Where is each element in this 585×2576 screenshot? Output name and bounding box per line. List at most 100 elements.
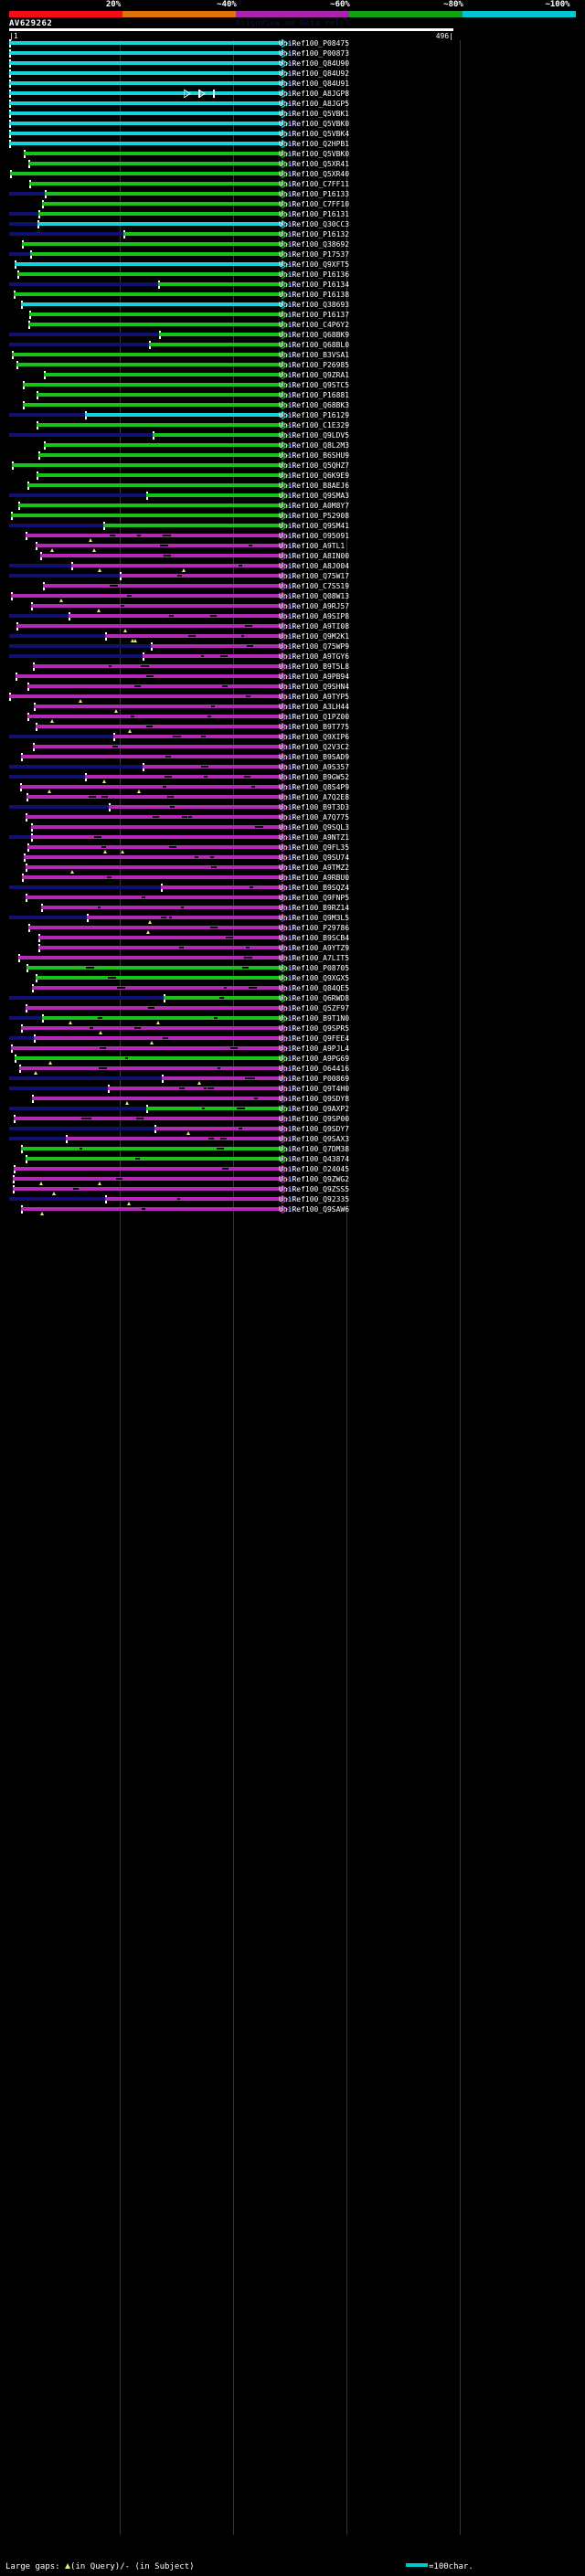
subject-label[interactable]: UniRef100_Q9SAW6 [279, 1205, 350, 1214]
alignment-row[interactable]: UniRef100_B3VSA1 [0, 351, 585, 362]
hsp-bar[interactable] [28, 162, 283, 165]
hsp-bar[interactable] [24, 855, 283, 859]
hsp-bar[interactable] [12, 353, 283, 356]
subject-label[interactable]: UniRef100_P08705 [279, 964, 350, 972]
alignment-row[interactable]: UniRef100_C4P6Y2 [0, 321, 585, 332]
subject-label[interactable]: UniRef100_Q5XR40 [279, 170, 350, 178]
hsp-bar[interactable] [154, 1127, 283, 1130]
hsp-bar[interactable] [11, 594, 283, 598]
alignment-row[interactable]: UniRef100_A9TGY6 [0, 652, 585, 663]
hsp-bar[interactable] [14, 1167, 283, 1171]
subject-label[interactable]: UniRef100_P16138 [279, 291, 350, 299]
alignment-row[interactable]: UniRef100_C7FF11 [0, 180, 585, 191]
hsp-bar[interactable] [23, 403, 283, 407]
hsp-bar[interactable] [15, 1056, 283, 1060]
alignment-row[interactable]: UniRef100_Q68BK3 [0, 401, 585, 412]
hsp-bar[interactable] [12, 463, 283, 467]
hsp-bar[interactable] [16, 624, 283, 628]
subject-label[interactable]: UniRef100_Q30CC3 [279, 220, 350, 228]
hsp-bar[interactable] [19, 1066, 283, 1070]
subject-label[interactable]: UniRef100_P16129 [279, 411, 350, 419]
alignment-row[interactable]: UniRef100_Q9SU74 [0, 853, 585, 864]
alignment-row[interactable]: UniRef100_Q6RWD8 [0, 994, 585, 1005]
alignment-row[interactable]: UniRef100_A9S357 [0, 763, 585, 774]
hsp-bar[interactable] [14, 1117, 283, 1120]
alignment-row[interactable]: UniRef100_Q9M2K1 [0, 632, 585, 643]
subject-label[interactable]: UniRef100_Q9SMA3 [279, 492, 350, 500]
alignment-row[interactable]: UniRef100_C7S519 [0, 582, 585, 593]
alignment-row[interactable]: UniRef100_Q5VBK4 [0, 130, 585, 141]
alignment-row[interactable]: UniRef100_A9TMZ2 [0, 864, 585, 875]
subject-label[interactable]: UniRef100_C1E329 [279, 421, 350, 429]
subject-label[interactable]: UniRef100_B9T1N0 [279, 1014, 350, 1023]
subject-label[interactable]: UniRef100_P16134 [279, 281, 350, 289]
alignment-row[interactable]: UniRef100_Q9XGX5 [0, 974, 585, 985]
hsp-bar[interactable] [108, 1087, 283, 1090]
alignment-row[interactable]: UniRef100_Q9STC5 [0, 381, 585, 392]
subject-label[interactable]: UniRef100_P17537 [279, 250, 350, 259]
subject-label[interactable]: UniRef100_Q9SDY8 [279, 1095, 350, 1103]
hsp-bar[interactable] [29, 313, 283, 316]
hsp-bar[interactable] [27, 795, 283, 799]
subject-label[interactable]: UniRef100_A9S357 [279, 763, 350, 771]
subject-label[interactable]: UniRef100_Q84U92 [279, 69, 350, 78]
hsp-bar[interactable] [45, 192, 283, 196]
alignment-row[interactable]: UniRef100_A8IN00 [0, 552, 585, 563]
hsp-bar[interactable] [85, 775, 283, 779]
hsp-bar[interactable] [38, 946, 283, 949]
subject-label[interactable]: UniRef100_Q5VBK0 [279, 150, 350, 158]
hsp-bar[interactable] [21, 1147, 283, 1150]
hsp-bar[interactable] [41, 906, 283, 909]
hsp-bar[interactable] [36, 976, 283, 980]
alignment-row[interactable]: UniRef100_Q68BK9 [0, 331, 585, 342]
hsp-bar[interactable] [26, 896, 283, 899]
subject-label[interactable]: UniRef100_Q9M2K1 [279, 632, 350, 641]
alignment-row[interactable]: UniRef100_Q9FL35 [0, 843, 585, 854]
subject-label[interactable]: UniRef100_Q9SP00 [279, 1115, 350, 1123]
hsp-bar[interactable] [23, 383, 283, 387]
subject-label[interactable]: UniRef100_Q43874 [279, 1155, 350, 1163]
subject-label[interactable]: UniRef100_A9NTZ1 [279, 833, 350, 842]
subject-label[interactable]: UniRef100_Q9T4H0 [279, 1085, 350, 1093]
hsp-bar[interactable] [27, 684, 283, 688]
hsp-bar[interactable] [28, 926, 283, 929]
alignment-row[interactable]: UniRef100_P00873 [0, 49, 585, 60]
hsp-bar[interactable] [44, 373, 283, 376]
alignment-row[interactable]: UniRef100_Q75WP9 [0, 642, 585, 653]
subject-label[interactable]: UniRef100_A9PB94 [279, 673, 350, 681]
subject-label[interactable]: UniRef100_Q9SM41 [279, 522, 350, 530]
subject-label[interactable]: UniRef100_B9T775 [279, 723, 350, 731]
alignment-row[interactable]: UniRef100_Q84U92 [0, 69, 585, 80]
hsp-bar[interactable] [30, 252, 283, 256]
subject-label[interactable]: UniRef100_Q2V3C2 [279, 743, 350, 751]
alignment-row[interactable]: UniRef100_P16129 [0, 411, 585, 422]
subject-label[interactable]: UniRef100_A7Q775 [279, 813, 350, 822]
alignment-row[interactable]: UniRef100_O95091 [0, 532, 585, 543]
alignment-row[interactable]: UniRef100_Q6K9E9 [0, 472, 585, 482]
hsp-bar[interactable] [27, 483, 283, 487]
subject-label[interactable]: UniRef100_C7S519 [279, 582, 350, 590]
hsp-bar[interactable] [159, 333, 283, 336]
subject-label[interactable]: UniRef100_B3VSA1 [279, 351, 350, 359]
subject-label[interactable]: UniRef100_Q5VBK4 [279, 130, 350, 138]
hsp-bar[interactable] [36, 725, 283, 728]
subject-label[interactable]: UniRef100_Q92335 [279, 1195, 350, 1203]
subject-label[interactable]: UniRef100_A0M8Y7 [279, 502, 350, 510]
hsp-bar[interactable] [9, 41, 283, 45]
subject-label[interactable]: UniRef100_O95091 [279, 532, 350, 540]
subject-label[interactable]: UniRef100_A9TI08 [279, 622, 350, 631]
hsp-bar[interactable] [37, 423, 283, 427]
alignment-row[interactable]: UniRef100_A8J004 [0, 562, 585, 573]
subject-label[interactable]: UniRef100_Q75WP9 [279, 642, 350, 651]
hsp-bar[interactable] [11, 514, 283, 517]
subject-label[interactable]: UniRef100_Q9STC5 [279, 381, 350, 389]
alignment-row[interactable]: UniRef100_A9PJL4 [0, 1044, 585, 1055]
hsp-bar[interactable] [153, 433, 283, 437]
subject-label[interactable]: UniRef100_Q84U90 [279, 59, 350, 68]
subject-label[interactable]: UniRef100_Q9SAX3 [279, 1135, 350, 1143]
alignment-row[interactable]: UniRef100_A9RJ57 [0, 602, 585, 613]
subject-label[interactable]: UniRef100_Q8S4P9 [279, 783, 350, 791]
hsp-bar[interactable] [120, 574, 283, 578]
subject-label[interactable]: UniRef100_Q9XIP6 [279, 733, 350, 741]
subject-label[interactable]: UniRef100_Q84U91 [279, 80, 350, 88]
